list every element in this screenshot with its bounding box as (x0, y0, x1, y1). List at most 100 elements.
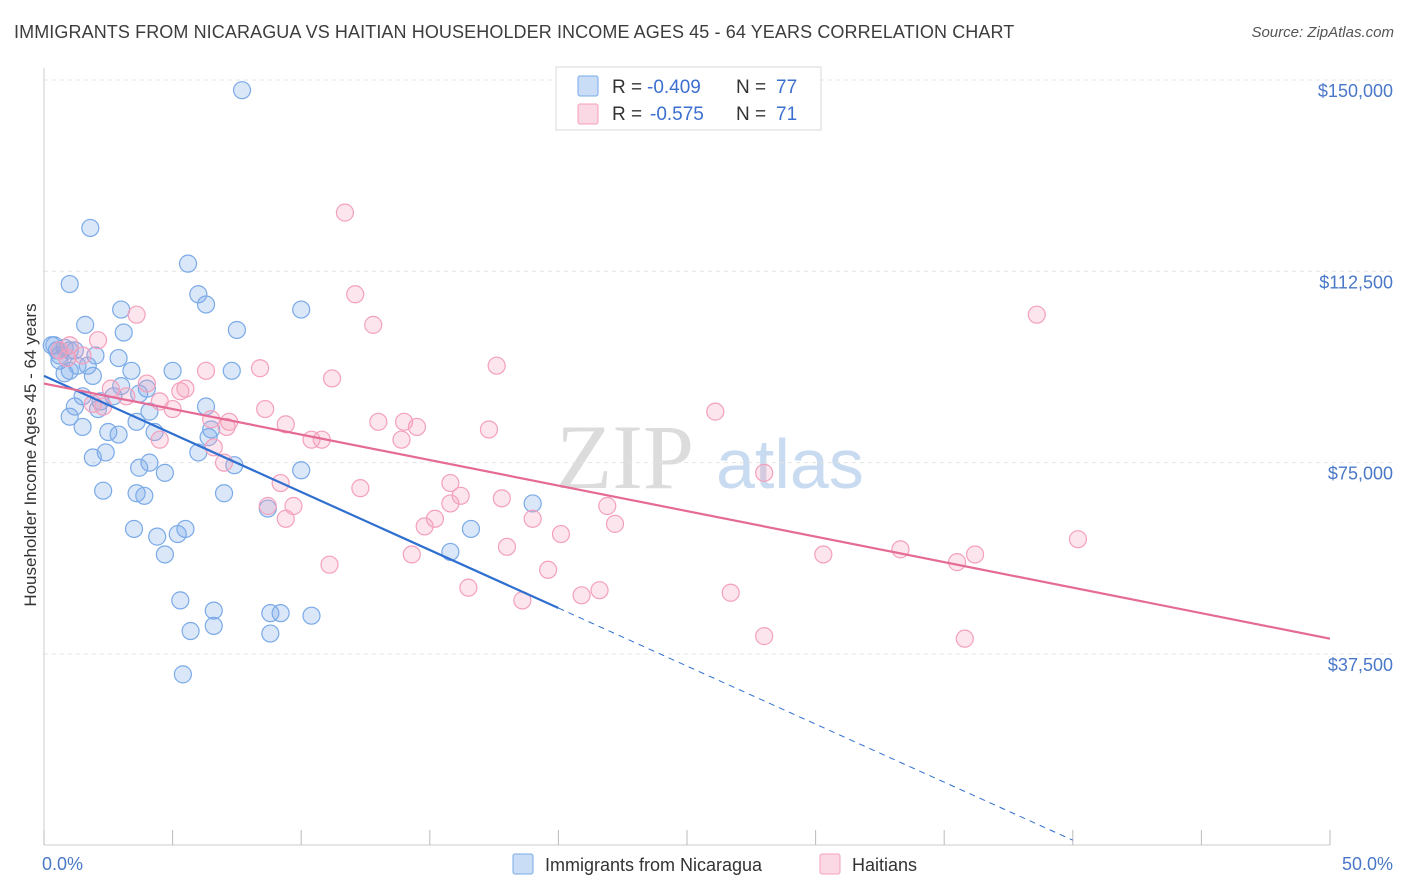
watermark-zip: ZIP (556, 406, 694, 508)
haitian-point-5 (88, 331, 108, 350)
nicaragua-point-16 (86, 346, 105, 365)
haitian-point-58 (947, 553, 967, 572)
nicaragua-point-43 (83, 448, 102, 467)
nicaragua-point-34 (60, 407, 79, 426)
nicaragua-point-10 (114, 323, 133, 342)
nicaragua-point-17 (78, 356, 97, 375)
legend-r-label-1: R = (612, 77, 642, 98)
nicaragua-point-5 (196, 295, 216, 314)
bottom-legend-label-nicaragua: Immigrants from Nicaragua (545, 855, 763, 875)
haitian-point-50 (523, 509, 542, 528)
nicaragua-point-6 (112, 300, 131, 319)
haitian-point-64 (721, 583, 740, 602)
haitian-point-60 (320, 555, 339, 574)
legend-r-value-1: -0.409 (647, 77, 701, 98)
haitian-point-52 (551, 524, 571, 544)
legend-swatch-nicaragua (577, 75, 599, 97)
x-tick-max: 50.0% (1342, 854, 1393, 874)
haitian-point-13 (137, 374, 156, 393)
nicaragua-point-54 (523, 494, 542, 513)
haitian-point-1 (346, 285, 365, 304)
legend-n-value-2: 71 (776, 104, 797, 125)
haitian-point-25 (369, 412, 388, 431)
nicaragua-point-67 (204, 616, 223, 636)
y-tick-label-3: $150,000 (1318, 81, 1393, 101)
haitian-point-57 (965, 545, 985, 564)
nicaragua-point-66 (302, 606, 321, 625)
nicaragua-point-24 (83, 366, 102, 385)
chart-title: IMMIGRANTS FROM NICARAGUA VS HAITIAN HOU… (14, 22, 1015, 42)
haitian-point-56 (814, 545, 833, 564)
haitian-point-0 (335, 203, 355, 222)
nicaragua-point-52 (135, 486, 154, 505)
haitian-point-3 (1027, 305, 1046, 324)
haitian-point-37 (755, 463, 774, 482)
gridlines (44, 79, 1395, 655)
nicaragua-point-38 (109, 425, 128, 444)
bottom-legend-swatch-haitians (819, 853, 841, 875)
nicaragua-point-61 (441, 542, 460, 562)
legend-r-value-2: -0.575 (650, 104, 704, 125)
haitian-point-33 (392, 430, 411, 449)
nicaragua-point-62 (171, 591, 190, 610)
nicaragua-point-30 (65, 397, 84, 416)
haitian-point-45 (441, 494, 460, 513)
haitian-point-54 (497, 537, 517, 556)
nicaragua-point-55 (124, 519, 144, 539)
data-points (42, 81, 1088, 684)
haitian-point-42 (492, 489, 511, 508)
haitian-point-59 (402, 545, 421, 564)
haitian-point-63 (590, 581, 609, 600)
haitian-point-8 (73, 346, 92, 365)
haitian-point-11 (250, 359, 270, 378)
haitian-point-7 (50, 341, 69, 360)
haitian-point-53 (1068, 530, 1088, 549)
haitian-point-27 (276, 415, 295, 434)
haitian-point-61 (539, 560, 558, 579)
nicaragua-point-74 (68, 356, 87, 375)
nicaragua-point-59 (461, 519, 481, 539)
nicaragua-point-3 (178, 254, 198, 273)
haitian-point-23 (202, 410, 221, 429)
haitian-point-14 (176, 379, 195, 398)
nicaragua-point-8 (76, 315, 95, 334)
haitian-point-10 (196, 361, 216, 380)
haitian-point-40 (451, 486, 470, 505)
nicaragua-trend-line (43, 374, 559, 610)
nicaragua-point-65 (271, 604, 290, 623)
nicaragua-point-36 (73, 417, 92, 437)
nicaragua-point-48 (155, 463, 174, 482)
haitian-point-67 (755, 627, 774, 646)
nicaragua-point-9 (227, 320, 246, 340)
haitian-point-41 (351, 479, 370, 498)
bottom-legend-swatch-nicaragua (512, 853, 534, 875)
watermark-atlas: atlas (716, 425, 864, 503)
legend-swatch-haitians (577, 103, 599, 125)
nicaragua-point-63 (204, 601, 223, 620)
nicaragua-point-7 (292, 300, 311, 319)
haitian-point-51 (605, 514, 625, 533)
nicaragua-point-0 (232, 81, 252, 100)
nicaragua-point-2 (60, 274, 79, 294)
haitian-point-70 (58, 348, 77, 368)
haitian-point-49 (415, 517, 434, 536)
nicaragua-point-57 (168, 524, 187, 544)
haitian-point-4 (364, 315, 383, 334)
bottom-legend-label-haitians: Haitians (852, 855, 917, 875)
haitian-point-62 (572, 586, 591, 605)
nicaragua-point-18 (109, 348, 128, 368)
nicaragua-point-46 (130, 458, 149, 477)
axes (43, 68, 1331, 846)
legend-n-value-1: 77 (776, 77, 797, 98)
nicaragua-point-22 (222, 361, 241, 380)
nicaragua-point-41 (202, 420, 221, 439)
haitian-trend-line (43, 382, 1331, 640)
nicaragua-point-1 (81, 218, 100, 238)
haitian-point-15 (171, 382, 190, 401)
haitian-point-29 (217, 417, 236, 437)
haitian-point-12 (322, 369, 342, 388)
haitian-point-66 (459, 578, 478, 597)
haitian-point-34 (150, 430, 169, 449)
nicaragua-point-69 (261, 624, 280, 643)
